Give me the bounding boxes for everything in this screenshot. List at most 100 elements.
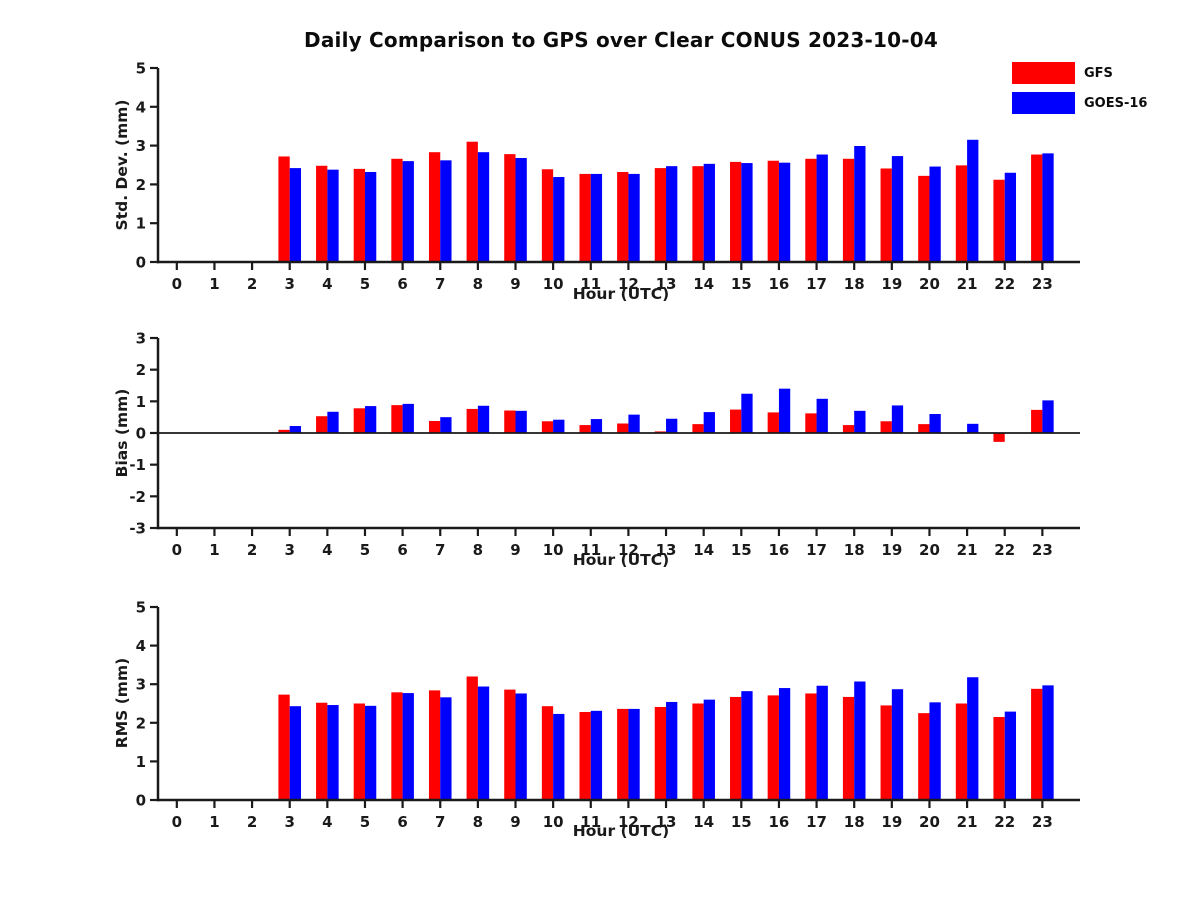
x-tick-label: 6 <box>397 275 407 293</box>
bar-gfs-h10 <box>541 169 554 262</box>
x-tick-label: 4 <box>322 813 332 831</box>
x-tick-label: 21 <box>957 275 978 293</box>
x-tick-label: 20 <box>919 813 940 831</box>
bar-goes16-h6 <box>402 161 414 262</box>
bar-gfs-h9 <box>504 689 516 800</box>
x-tick-label: 0 <box>172 813 182 831</box>
bar-goes16-h21 <box>967 423 979 433</box>
x-tick-label: 10 <box>543 275 564 293</box>
x-tick-label: 14 <box>693 541 714 559</box>
bar-goes16-h23 <box>1042 400 1054 433</box>
x-tick-label: 16 <box>769 275 790 293</box>
bar-gfs-h20 <box>918 175 930 262</box>
bar-gfs-h20 <box>918 424 930 433</box>
bar-goes16-h20 <box>929 414 941 433</box>
bar-goes16-h7 <box>440 417 452 433</box>
bar-gfs-h13 <box>654 706 667 800</box>
bar-gfs-h19 <box>880 168 892 262</box>
x-tick-label: 22 <box>994 813 1015 831</box>
y-tick-label: 2 <box>136 176 146 194</box>
ylabel-bias: Bias (mm) <box>113 388 131 478</box>
x-tick-label: 1 <box>209 813 219 831</box>
bar-goes16-h20 <box>929 166 941 262</box>
bar-goes16-h14 <box>703 699 715 800</box>
x-tick-label: 12 <box>618 813 639 831</box>
bar-goes16-h4 <box>327 705 339 800</box>
bar-goes16-h11 <box>590 173 603 262</box>
bar-goes16-h5 <box>364 406 377 433</box>
x-tick-label: 16 <box>769 813 790 831</box>
x-tick-label: 13 <box>656 275 677 293</box>
xlabel-rms: Hour (UTC) <box>572 822 670 840</box>
bar-goes16-h16 <box>778 388 791 433</box>
bar-gfs-h14 <box>692 424 704 433</box>
bar-gfs-h3 <box>278 694 290 800</box>
bar-goes16-h13 <box>666 701 678 800</box>
x-tick-label: 23 <box>1032 275 1053 293</box>
bar-goes16-h3 <box>289 706 301 800</box>
bar-goes16-h17 <box>816 154 828 262</box>
y-tick-label: 0 <box>136 792 146 810</box>
x-tick-label: 21 <box>957 813 978 831</box>
bar-gfs-h10 <box>541 421 554 433</box>
y-tick-label: 3 <box>136 676 146 694</box>
bar-goes16-h16 <box>778 688 791 800</box>
bar-gfs-h4 <box>316 702 328 800</box>
bar-goes16-h8 <box>477 405 490 433</box>
y-tick-label: 0 <box>136 425 146 443</box>
x-tick-label: 10 <box>543 541 564 559</box>
x-tick-label: 1 <box>209 275 219 293</box>
bar-goes16-h16 <box>778 162 791 262</box>
bar-gfs-h18 <box>842 158 855 262</box>
bar-goes16-h3 <box>289 426 301 433</box>
bar-goes16-h8 <box>477 152 490 262</box>
x-tick-label: 12 <box>618 541 639 559</box>
bar-goes16-h5 <box>364 171 377 262</box>
bar-gfs-h22 <box>993 433 1005 442</box>
bar-gfs-h3 <box>278 429 290 433</box>
bar-gfs-h15 <box>730 696 742 800</box>
y-tick-label: 1 <box>136 393 146 411</box>
x-tick-label: 5 <box>360 541 370 559</box>
y-tick-label: 2 <box>136 714 146 732</box>
bar-goes16-h19 <box>891 405 904 433</box>
bar-goes16-h5 <box>364 705 377 800</box>
bar-gfs-h5 <box>353 408 365 433</box>
x-tick-label: 22 <box>994 541 1015 559</box>
x-tick-label: 7 <box>435 541 445 559</box>
bar-goes16-h21 <box>967 677 979 800</box>
x-tick-label: 2 <box>247 813 257 831</box>
x-tick-label: 8 <box>473 813 483 831</box>
y-tick-label: -2 <box>129 488 146 506</box>
bar-goes16-h11 <box>590 710 603 800</box>
y-tick-label: 5 <box>136 599 146 617</box>
x-tick-label: 18 <box>844 541 865 559</box>
bar-gfs-h18 <box>842 425 855 433</box>
bar-gfs-h15 <box>730 161 742 262</box>
bar-gfs-h11 <box>579 425 591 433</box>
bar-goes16-h7 <box>440 160 452 262</box>
bar-goes16-h10 <box>553 419 565 433</box>
x-tick-label: 9 <box>510 541 520 559</box>
bar-goes16-h21 <box>967 139 979 262</box>
bar-goes16-h15 <box>741 393 753 433</box>
bar-gfs-h17 <box>805 693 817 800</box>
bar-gfs-h16 <box>767 160 779 262</box>
legend: GFS GOES-16 <box>1012 62 1147 122</box>
bar-gfs-h7 <box>428 152 441 262</box>
x-tick-label: 8 <box>473 541 483 559</box>
legend-swatch-gfs <box>1012 62 1075 84</box>
bar-gfs-h14 <box>692 703 704 800</box>
ylabel-rms: RMS (mm) <box>113 657 131 749</box>
x-tick-label: 23 <box>1032 541 1053 559</box>
bar-goes16-h8 <box>477 686 490 800</box>
bar-gfs-h8 <box>466 141 478 262</box>
x-tick-label: 9 <box>510 813 520 831</box>
bar-goes16-h22 <box>1004 711 1017 800</box>
x-tick-label: 11 <box>580 275 601 293</box>
bar-gfs-h21 <box>955 165 968 262</box>
bar-gfs-h13 <box>654 168 667 262</box>
